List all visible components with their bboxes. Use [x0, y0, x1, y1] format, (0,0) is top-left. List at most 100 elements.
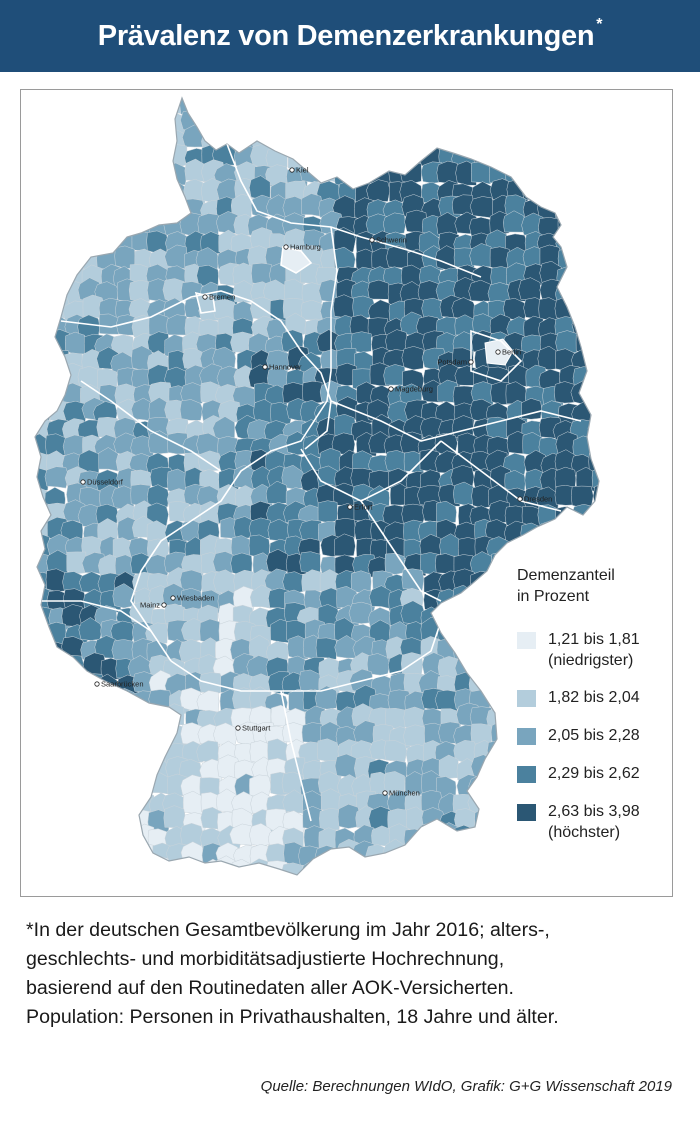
district-region	[490, 855, 513, 875]
district-region	[589, 431, 599, 455]
district-region	[539, 114, 563, 137]
district-region	[151, 113, 175, 137]
district-region	[35, 113, 50, 136]
district-region	[94, 823, 118, 849]
city-marker: Potsdam	[437, 358, 474, 367]
district-region	[488, 789, 511, 812]
city-label: Magdeburg	[395, 385, 433, 394]
district-region	[147, 484, 170, 510]
district-region	[149, 163, 173, 187]
district-region	[128, 280, 152, 303]
district-region	[99, 198, 121, 221]
city-marker: Saarbrücken	[94, 680, 144, 689]
district-region	[435, 605, 461, 631]
district-region	[135, 707, 156, 731]
district-region	[554, 162, 575, 185]
district-region	[351, 128, 375, 152]
district-region	[63, 228, 87, 253]
city-dot	[347, 504, 353, 510]
district-region	[592, 228, 599, 253]
district-region	[348, 601, 372, 624]
district-region	[62, 807, 86, 831]
city-dot	[517, 496, 523, 502]
district-region	[403, 724, 426, 747]
district-region	[44, 248, 66, 271]
district-region	[574, 267, 596, 291]
district-region	[423, 106, 445, 132]
city-label: Kiel	[296, 166, 309, 175]
footnote-line-3: basierend auf den Routinedaten aller AOK…	[26, 977, 514, 999]
legend-label-5: 2,63 bis 3,98	[548, 803, 640, 820]
district-region	[368, 470, 391, 493]
district-region	[35, 329, 56, 354]
district-region	[539, 147, 564, 171]
district-region	[487, 144, 510, 168]
district-region	[556, 266, 579, 289]
district-region	[35, 148, 55, 171]
district-region	[303, 126, 326, 152]
city-dot	[170, 595, 176, 601]
district-region	[62, 877, 83, 896]
district-region	[134, 98, 157, 116]
district-region	[554, 841, 575, 866]
district-region	[302, 380, 323, 404]
district-region	[502, 844, 528, 867]
district-region	[97, 878, 118, 896]
district-region	[117, 127, 140, 150]
district-region	[35, 788, 56, 813]
district-region	[508, 876, 529, 896]
district-region	[609, 505, 630, 527]
district-region	[99, 839, 123, 862]
district-region	[130, 178, 153, 201]
district-region	[181, 878, 205, 896]
district-region	[337, 861, 362, 875]
district-region	[419, 838, 442, 864]
district-region	[128, 142, 151, 165]
district-region	[490, 98, 514, 119]
district-region	[608, 334, 631, 355]
district-region	[215, 98, 238, 120]
district-region	[405, 842, 427, 866]
city-marker: Erfurt	[347, 503, 373, 512]
district-region	[401, 110, 425, 136]
district-region	[315, 637, 338, 660]
district-region	[589, 383, 599, 408]
district-region	[539, 877, 559, 896]
district-region	[468, 607, 491, 630]
district-region	[82, 161, 106, 184]
header-bar: Prävalenz von Demenzerkrankungen *	[0, 0, 700, 72]
district-region	[555, 533, 579, 558]
district-region	[45, 707, 68, 731]
district-region	[470, 754, 494, 780]
district-region	[367, 146, 391, 169]
district-region	[45, 841, 66, 864]
district-region	[505, 98, 529, 118]
district-region	[146, 230, 169, 254]
city-label: Potsdam	[437, 358, 467, 367]
district-region	[43, 163, 67, 187]
district-region	[554, 857, 577, 875]
district-region	[299, 551, 321, 575]
city-dot	[94, 681, 100, 687]
district-region	[593, 348, 599, 374]
district-region	[116, 773, 140, 796]
district-region	[96, 805, 120, 830]
district-region	[571, 858, 595, 875]
district-region	[592, 860, 599, 875]
legend-label-4: 2,29 bis 2,62	[548, 765, 640, 782]
district-region	[165, 860, 189, 875]
district-region	[163, 805, 186, 830]
district-region	[587, 417, 599, 440]
district-region	[572, 280, 595, 304]
district-region	[146, 722, 171, 747]
district-region	[42, 367, 66, 390]
city-marker: München	[382, 789, 420, 798]
district-region	[609, 125, 633, 148]
city-marker: Schwerin	[369, 236, 407, 245]
district-region	[317, 880, 341, 896]
district-region	[351, 110, 373, 132]
district-region	[587, 263, 599, 288]
district-region	[471, 638, 493, 660]
city-marker: Berlin	[495, 348, 521, 357]
district-region	[587, 519, 599, 544]
